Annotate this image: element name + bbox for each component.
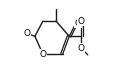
Text: O: O bbox=[39, 50, 46, 59]
Text: O: O bbox=[78, 44, 85, 53]
Text: O: O bbox=[78, 17, 85, 26]
Text: O: O bbox=[24, 29, 30, 38]
Text: O: O bbox=[74, 19, 81, 28]
